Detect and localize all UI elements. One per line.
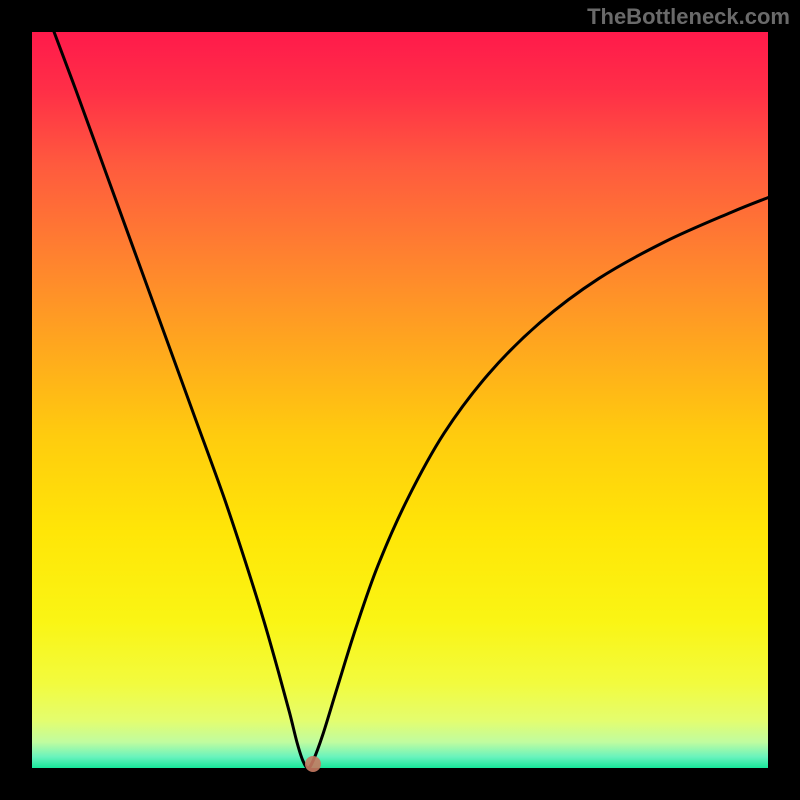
plot-svg [32,32,768,768]
plot-area [32,32,768,768]
watermark-text: TheBottleneck.com [587,4,790,30]
gradient-background [32,32,768,768]
optimum-marker [305,756,321,772]
chart-container: TheBottleneck.com [0,0,800,800]
